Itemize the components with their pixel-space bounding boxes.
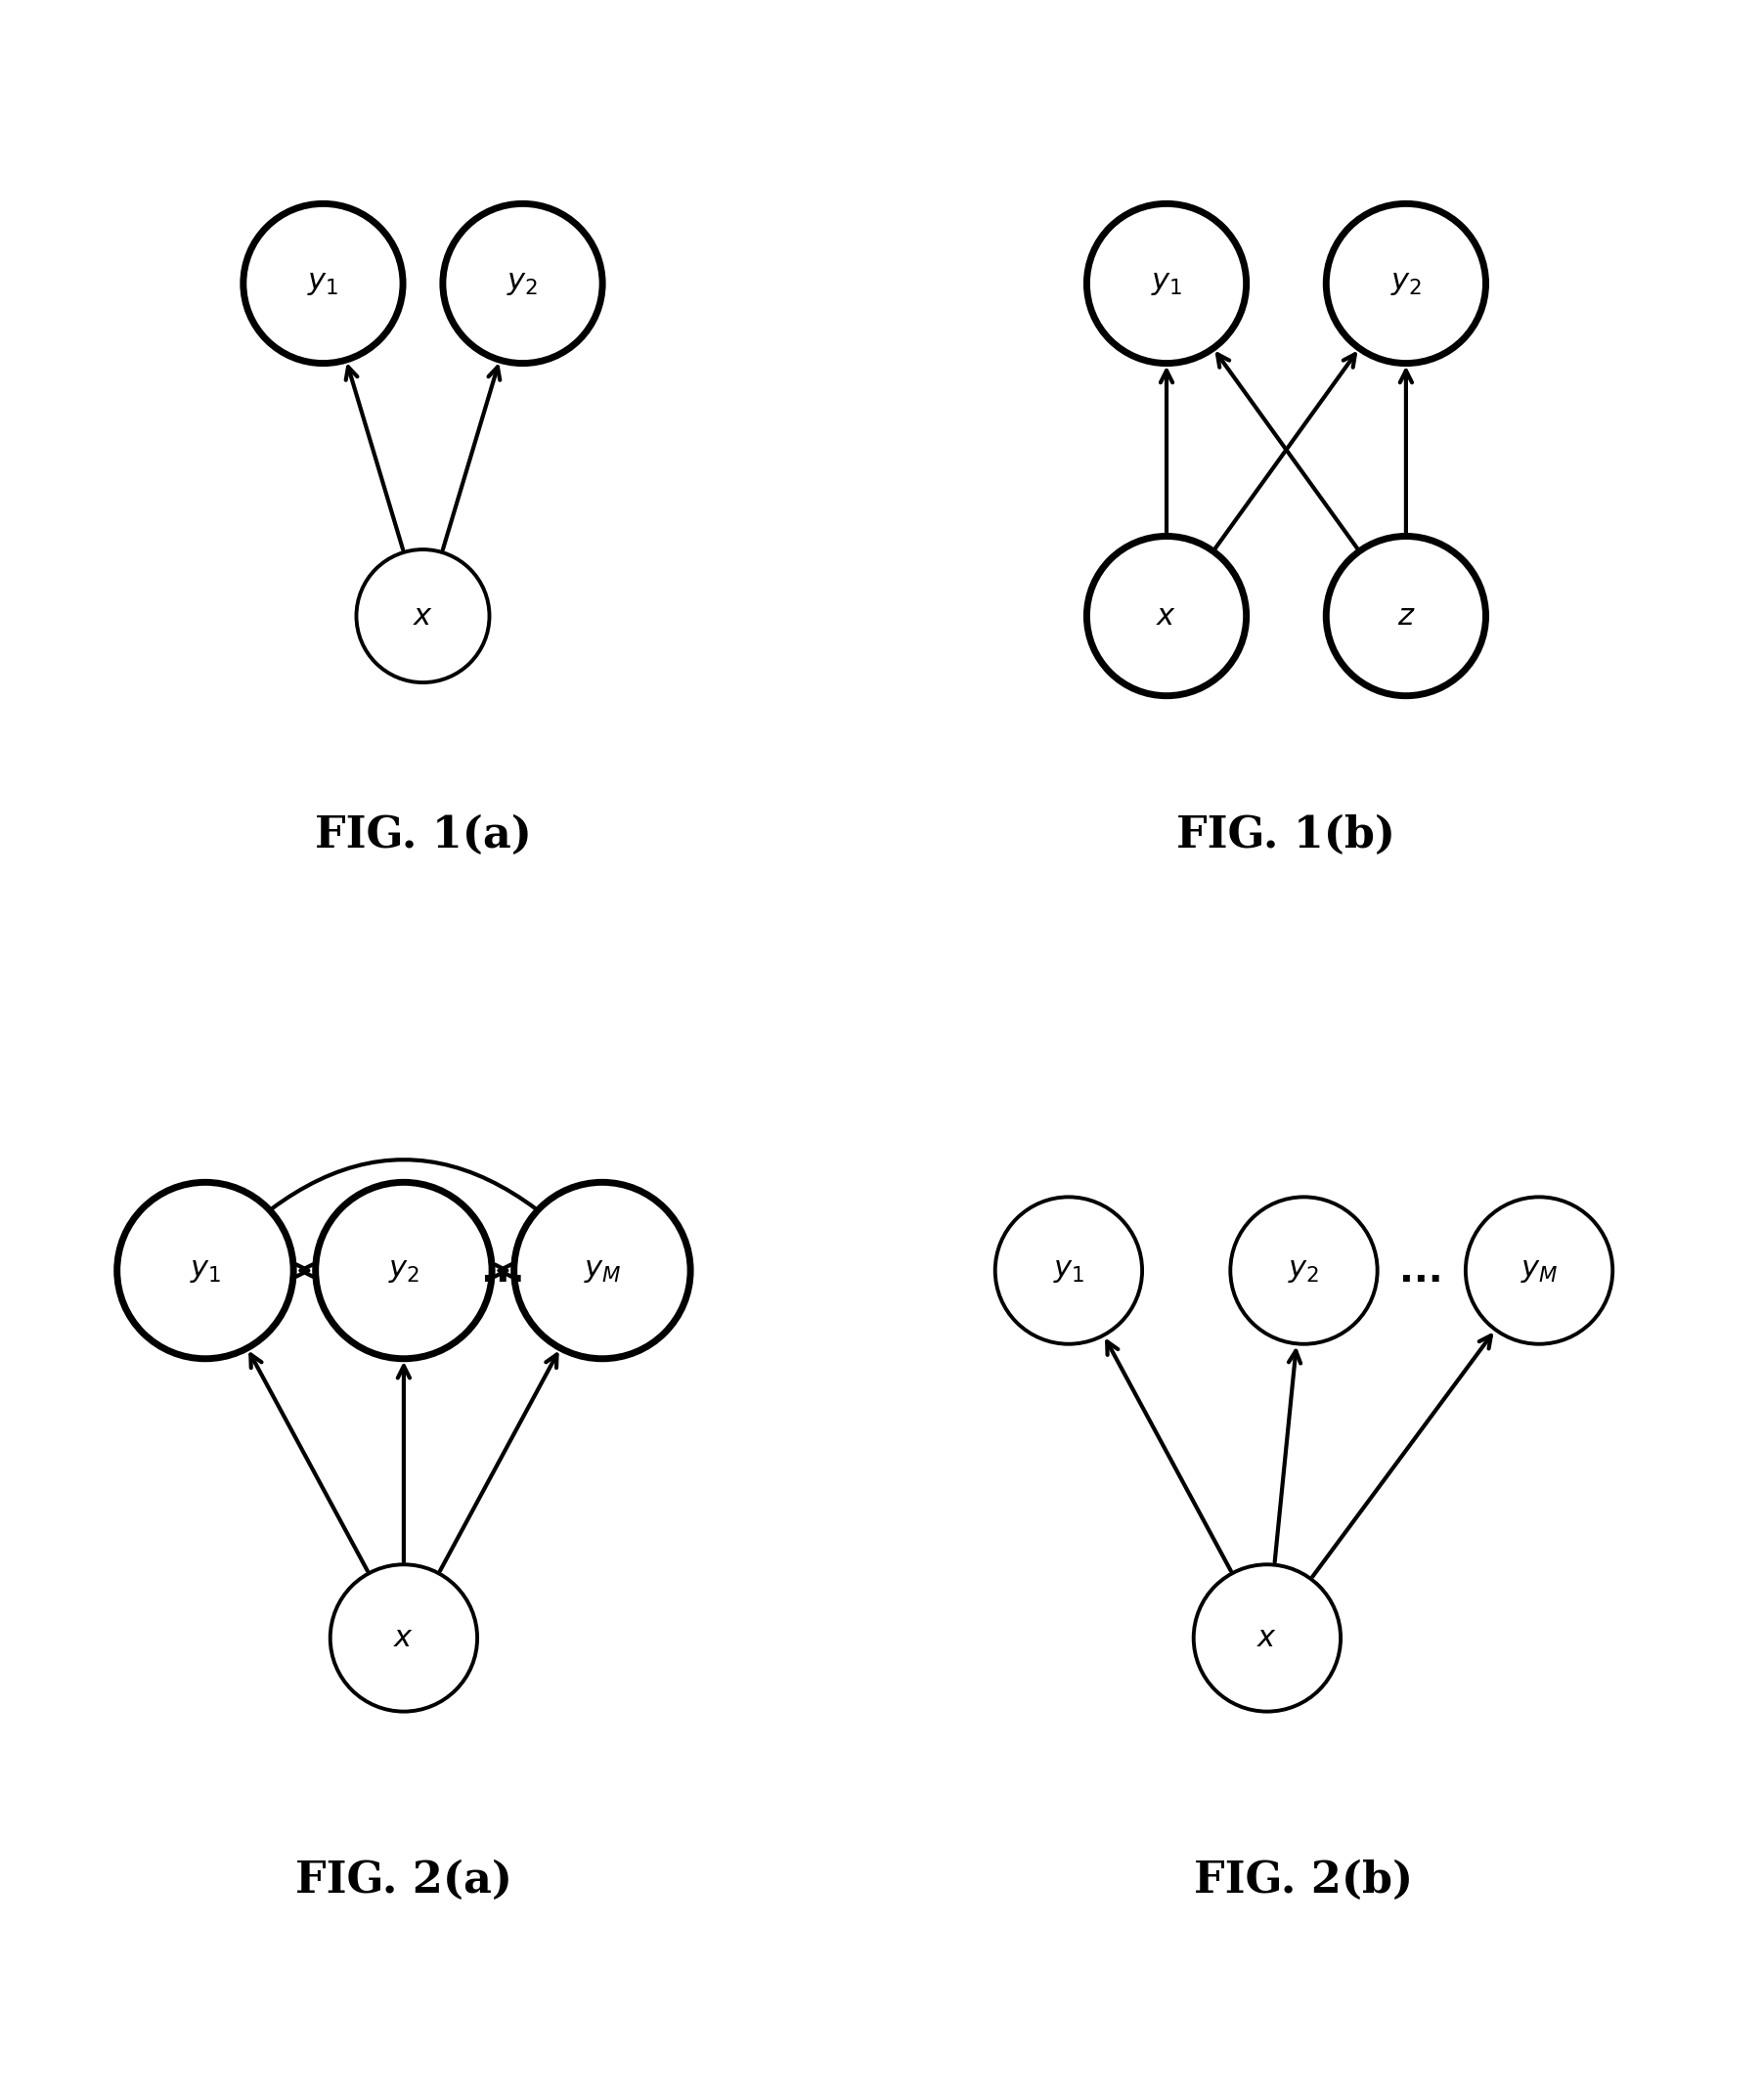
- Circle shape: [996, 1197, 1142, 1344]
- Circle shape: [1466, 1197, 1612, 1344]
- Circle shape: [329, 1564, 478, 1712]
- Circle shape: [1087, 204, 1246, 363]
- Circle shape: [1327, 204, 1485, 363]
- Text: ...: ...: [1399, 1252, 1443, 1289]
- Text: ...: ...: [481, 1252, 525, 1289]
- Text: $\mathit{y}_{M}$: $\mathit{y}_{M}$: [1521, 1256, 1558, 1285]
- Circle shape: [243, 204, 403, 363]
- Text: $\mathit{y}_{1}$: $\mathit{y}_{1}$: [1052, 1256, 1084, 1285]
- Text: $\mathit{x}$: $\mathit{x}$: [412, 603, 433, 630]
- Text: $\mathit{y}_{2}$: $\mathit{y}_{2}$: [388, 1256, 419, 1285]
- Circle shape: [1327, 536, 1485, 695]
- Text: $\mathit{z}$: $\mathit{z}$: [1397, 603, 1415, 630]
- Circle shape: [1193, 1564, 1341, 1712]
- Text: $\mathit{y}_{2}$: $\mathit{y}_{2}$: [1288, 1256, 1320, 1285]
- Text: FIG. 2(b): FIG. 2(b): [1195, 1858, 1413, 1903]
- Text: $\mathit{y}_{1}$: $\mathit{y}_{1}$: [189, 1256, 220, 1285]
- Circle shape: [356, 550, 490, 683]
- Text: FIG. 1(b): FIG. 1(b): [1177, 815, 1396, 857]
- Circle shape: [442, 204, 603, 363]
- Text: FIG. 2(a): FIG. 2(a): [296, 1858, 513, 1903]
- Circle shape: [1230, 1197, 1378, 1344]
- Text: $\mathit{x}$: $\mathit{x}$: [1256, 1623, 1277, 1653]
- Text: FIG. 1(a): FIG. 1(a): [314, 815, 532, 857]
- Text: $\mathit{y}_{1}$: $\mathit{y}_{1}$: [307, 269, 338, 298]
- Text: $\mathit{y}_{2}$: $\mathit{y}_{2}$: [507, 269, 539, 298]
- Circle shape: [1087, 536, 1246, 695]
- Text: $\mathit{x}$: $\mathit{x}$: [393, 1623, 414, 1653]
- Text: $\mathit{x}$: $\mathit{x}$: [1156, 603, 1177, 630]
- Circle shape: [116, 1182, 294, 1359]
- FancyArrowPatch shape: [210, 1159, 597, 1264]
- Text: $\mathit{y}_{2}$: $\mathit{y}_{2}$: [1390, 269, 1422, 298]
- Text: $\mathit{y}_{M}$: $\mathit{y}_{M}$: [583, 1256, 622, 1285]
- Circle shape: [515, 1182, 691, 1359]
- Text: $\mathit{y}_{1}$: $\mathit{y}_{1}$: [1151, 269, 1182, 298]
- Circle shape: [315, 1182, 492, 1359]
